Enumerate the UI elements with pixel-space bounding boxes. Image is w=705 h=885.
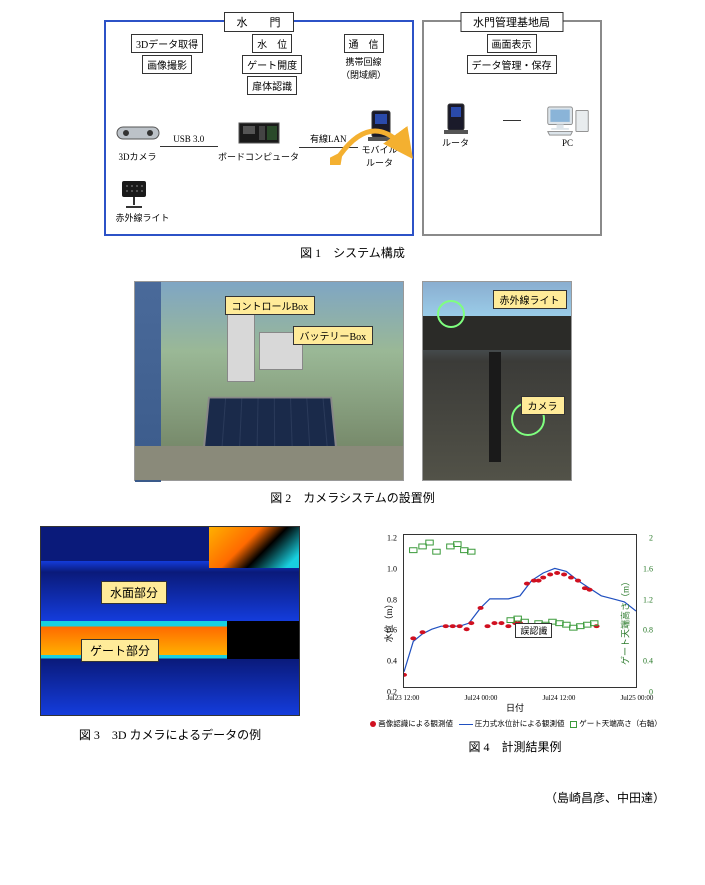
legend-sq: ゲート天端高さ（右軸） <box>579 719 662 728</box>
sluice-gate-box: 水 門 3Dデータ取得 画像撮影 水 位 ゲート開度 扉体認識 通 信 <box>104 20 414 236</box>
chart-plot-area: 誤認識 <box>403 534 637 688</box>
device-mobile-router: モバイル ルータ <box>358 111 402 169</box>
device-ir-light: 赤外線ライト <box>116 179 402 224</box>
x-axis-label: 日付 <box>506 701 524 714</box>
figure4: 誤認識 水位（m） ゲート天端高さ（m） 日付 0.20.40.60.81.01… <box>365 526 665 775</box>
figure4-caption: 図 4 計測結果例 <box>365 738 665 755</box>
func: 画面表示 <box>487 34 537 53</box>
figure3-caption: 図 3 3D カメラによるデータの例 <box>40 726 300 743</box>
label-ir-light: 赤外線ライト <box>493 290 567 309</box>
label-water-surface: 水面部分 <box>101 581 167 604</box>
func: 扉体認識 <box>247 76 297 95</box>
photo-installation-2: 赤外線ライト カメラ <box>422 281 572 481</box>
label-battery-box: バッテリーBox <box>293 326 374 345</box>
link-usb: USB 3.0 <box>160 134 219 147</box>
func: 通 信 <box>344 34 384 53</box>
device-board-computer: ボードコンピュータ <box>218 118 299 163</box>
annotation-misrecognition: 誤認識 <box>515 623 552 638</box>
device-pc: PC <box>546 106 590 148</box>
figure2-caption: 図 2 カメラシステムの設置例 <box>40 489 665 506</box>
board-label: ボードコンピュータ <box>218 150 299 163</box>
box-title-base: 水門管理基地局 <box>460 12 563 32</box>
device-router: ルータ <box>434 104 478 149</box>
function-row: 3Dデータ取得 画像撮影 水 位 ゲート開度 扉体認識 通 信 携帯回線 （閉域… <box>116 34 402 95</box>
pc-label: PC <box>562 138 573 148</box>
ir-label: 赤外線ライト <box>116 211 170 224</box>
label-camera: カメラ <box>521 396 565 415</box>
legend-dot: 画像認識による観測値 <box>378 719 453 728</box>
box-title-sluice: 水 門 <box>224 12 294 32</box>
label-gate-part: ゲート部分 <box>81 639 159 662</box>
figure2-photos: コントロールBox バッテリーBox ソーラーパネル 赤外線ライト カメラ <box>40 281 665 481</box>
func: ゲート開度 <box>242 55 302 74</box>
camera-label: 3Dカメラ <box>119 150 157 163</box>
chart-legend: 画像認識による観測値 圧力式水位計による観測値 ゲート天端高さ（右軸） <box>365 718 665 730</box>
figure1-caption: 図 1 システム構成 <box>40 244 665 261</box>
y-axis-left-label: 水位（m） <box>382 599 395 642</box>
authors: （島崎昌彦、中田達） <box>40 789 665 806</box>
func: 3Dデータ取得 <box>131 34 203 53</box>
device-row: 3Dカメラ USB 3.0 ボードコンピュータ 有線LAN <box>116 111 402 169</box>
func: 水 位 <box>252 34 292 53</box>
func: 画像撮影 <box>142 55 192 74</box>
device-3d-camera: 3Dカメラ <box>116 118 160 163</box>
router-label: ルータ <box>442 136 469 149</box>
mrouter-label: モバイル ルータ <box>362 143 398 169</box>
func: データ管理・保存 <box>467 55 557 74</box>
legend-line: 圧力式水位計による観測値 <box>475 719 565 728</box>
func-sub: （閉域網） <box>341 70 386 80</box>
y-axis-right-label: ゲート天端高さ（m） <box>618 577 631 665</box>
figure1-system-diagram: 水 門 3Dデータ取得 画像撮影 水 位 ゲート開度 扉体認識 通 信 <box>40 20 665 236</box>
photo-installation-1: コントロールBox バッテリーBox ソーラーパネル <box>134 281 404 481</box>
base-station-box: 水門管理基地局 画面表示 データ管理・保存 ルータ <box>422 20 602 236</box>
depth-image: 水面部分 ゲート部分 <box>40 526 300 716</box>
link-lan: 有線LAN <box>299 132 358 148</box>
figure3: 水面部分 ゲート部分 図 3 3D カメラによるデータの例 <box>40 526 300 763</box>
label-control-box: コントロールBox <box>225 296 316 315</box>
func-sub: 携帯回線 <box>346 57 382 67</box>
